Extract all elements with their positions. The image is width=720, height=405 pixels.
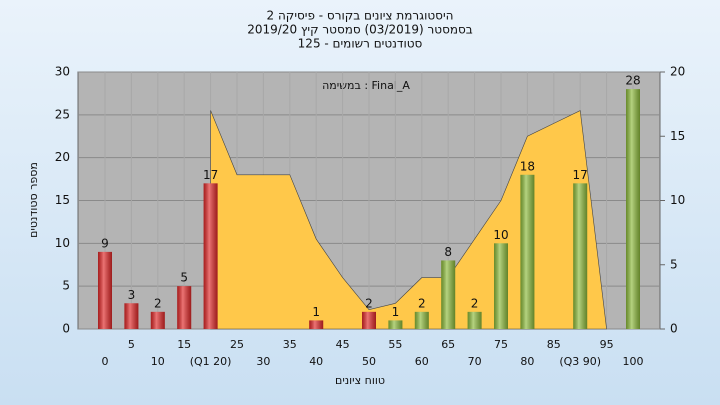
y2-tick-label: 10 (670, 193, 685, 207)
x-tick-label: 40 (309, 355, 323, 368)
x-tick-label: 95 (600, 338, 614, 351)
x-tick-label: 30 (256, 355, 270, 368)
x-tick-label: 10 (151, 355, 165, 368)
data-label: 18 (520, 159, 535, 173)
bar-shine (150, 311, 165, 329)
title: סטודנטים רשומים - 125 (298, 37, 423, 51)
data-label: 8 (444, 245, 452, 259)
x-tick-label: (Q1 20) (190, 355, 232, 368)
y-tick-label: 5 (62, 279, 70, 293)
data-label: 2 (365, 296, 373, 310)
data-label: 3 (128, 288, 136, 302)
x-tick-label: 0 (102, 355, 109, 368)
bar-shine (309, 320, 324, 329)
bar-shine (203, 183, 218, 329)
bar-shine (388, 320, 403, 329)
y-tick-label: 20 (55, 150, 70, 164)
x-tick-label: 50 (362, 355, 376, 368)
x-tick-label: 70 (468, 355, 482, 368)
bar-shine (124, 303, 139, 329)
data-label: 2 (471, 296, 479, 310)
x-tick-label: 65 (441, 338, 455, 351)
data-label: 2 (154, 296, 162, 310)
bar-shine (494, 243, 508, 329)
bar-shine (98, 251, 112, 329)
y-axis-label: מספר סטודנטים (27, 162, 40, 238)
bar-shine (177, 286, 192, 329)
annotation: במשימה : Final_A (322, 79, 410, 92)
bar-shine (362, 311, 376, 329)
x-tick-label: 100 (623, 355, 644, 368)
x-tick-label: 45 (336, 338, 350, 351)
data-label: 10 (493, 228, 508, 242)
x-tick-label: 60 (415, 355, 429, 368)
bar-shine (520, 174, 535, 329)
title: בסמסטר (03/2019) סמסטר קיץ 2019/20 (247, 23, 473, 37)
data-label: 1 (312, 305, 320, 319)
bar-shine (414, 311, 429, 329)
x-tick-label: 85 (547, 338, 561, 351)
data-label: 28 (625, 74, 640, 88)
data-label: 1 (392, 305, 400, 319)
bar-shine (573, 183, 588, 329)
data-label: 17 (573, 168, 588, 182)
data-label: 5 (180, 271, 188, 285)
data-label: 17 (203, 168, 218, 182)
x-tick-label: 25 (230, 338, 244, 351)
y-tick-label: 15 (55, 193, 70, 207)
y2-tick-label: 0 (670, 322, 678, 336)
x-tick-label: 80 (520, 355, 534, 368)
x-tick-label: 15 (177, 338, 191, 351)
y-tick-label: 0 (62, 322, 70, 336)
y2-tick-label: 20 (670, 65, 685, 79)
data-label: 9 (101, 236, 109, 250)
y-tick-label: 10 (55, 236, 70, 250)
y2-tick-label: 5 (670, 257, 678, 271)
y2-tick-label: 15 (670, 129, 685, 143)
y-tick-label: 30 (55, 65, 70, 79)
x-tick-label: 55 (388, 338, 402, 351)
bar-shine (626, 89, 640, 329)
bar-shine (467, 311, 482, 329)
x-tick-label: 35 (283, 338, 297, 351)
x-tick-label: 5 (128, 338, 135, 351)
x-tick-label: (Q3 90) (559, 355, 601, 368)
y-tick-label: 25 (55, 107, 70, 121)
title: היסטוגרמת ציונים בקורס - פיסיקה 2 (267, 9, 454, 23)
data-label: 2 (418, 296, 426, 310)
x-tick-label: 75 (494, 338, 508, 351)
bar-shine (441, 260, 456, 329)
x-axis-label: טווח ציונים (335, 374, 385, 387)
